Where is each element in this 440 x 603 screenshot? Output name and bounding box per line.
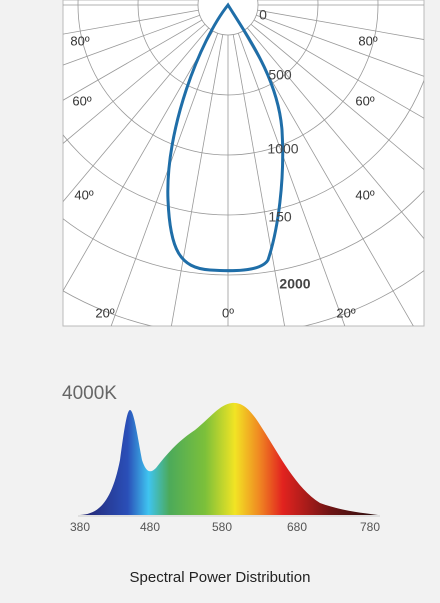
angle-line [227,4,424,40]
x-label: 680 [287,520,307,534]
angle-line [227,4,424,240]
range-circle [137,0,319,96]
range-circle [77,0,379,156]
angle-label: 0º [222,305,234,320]
range-circle [63,79,424,216]
angle-label: 20º [95,305,114,320]
angle-line [63,4,229,35]
angle-line [170,4,229,326]
angle-line [63,4,229,203]
angle-label: 60º [72,93,91,108]
angle-line [227,4,424,170]
x-label: 380 [70,520,90,534]
radial-label: 500 [268,67,292,83]
spectrum-title: 4000K [62,383,117,404]
angle-label: 60º [355,93,374,108]
intensity-curve [166,2,285,273]
polar-frame [62,0,425,327]
spectrum-area [80,402,378,515]
range-circle [63,190,424,276]
x-label: 780 [360,520,380,534]
angle-line [63,4,229,144]
polar-labels: 80º 80º 60º 60º 40º 40º 20º 20º 0º 0 500 1000 150 200… [70,7,377,321]
radial-label: 0 [259,7,267,23]
x-label: 480 [140,520,160,534]
angle-label: 80º [358,33,377,48]
angle-label: 80º [70,33,89,48]
angle-line [227,4,414,326]
angle-line [227,4,346,326]
angle-line [63,4,229,101]
radial-label: 150 [268,209,292,225]
angle-label: 20º [336,305,355,320]
angle-label: 40º [355,187,374,202]
angle-line [63,4,229,66]
radial-label: 1000 [267,141,298,157]
radial-label: 2000 [279,276,310,292]
angle-line [227,4,286,326]
x-label: 580 [212,520,232,534]
angle-line [110,4,229,326]
caption: Spectral Power Distribution [130,569,311,586]
angle-line [227,4,424,77]
angle-line [63,4,229,292]
angle-label: 40º [74,187,93,202]
angle-line [227,4,424,119]
